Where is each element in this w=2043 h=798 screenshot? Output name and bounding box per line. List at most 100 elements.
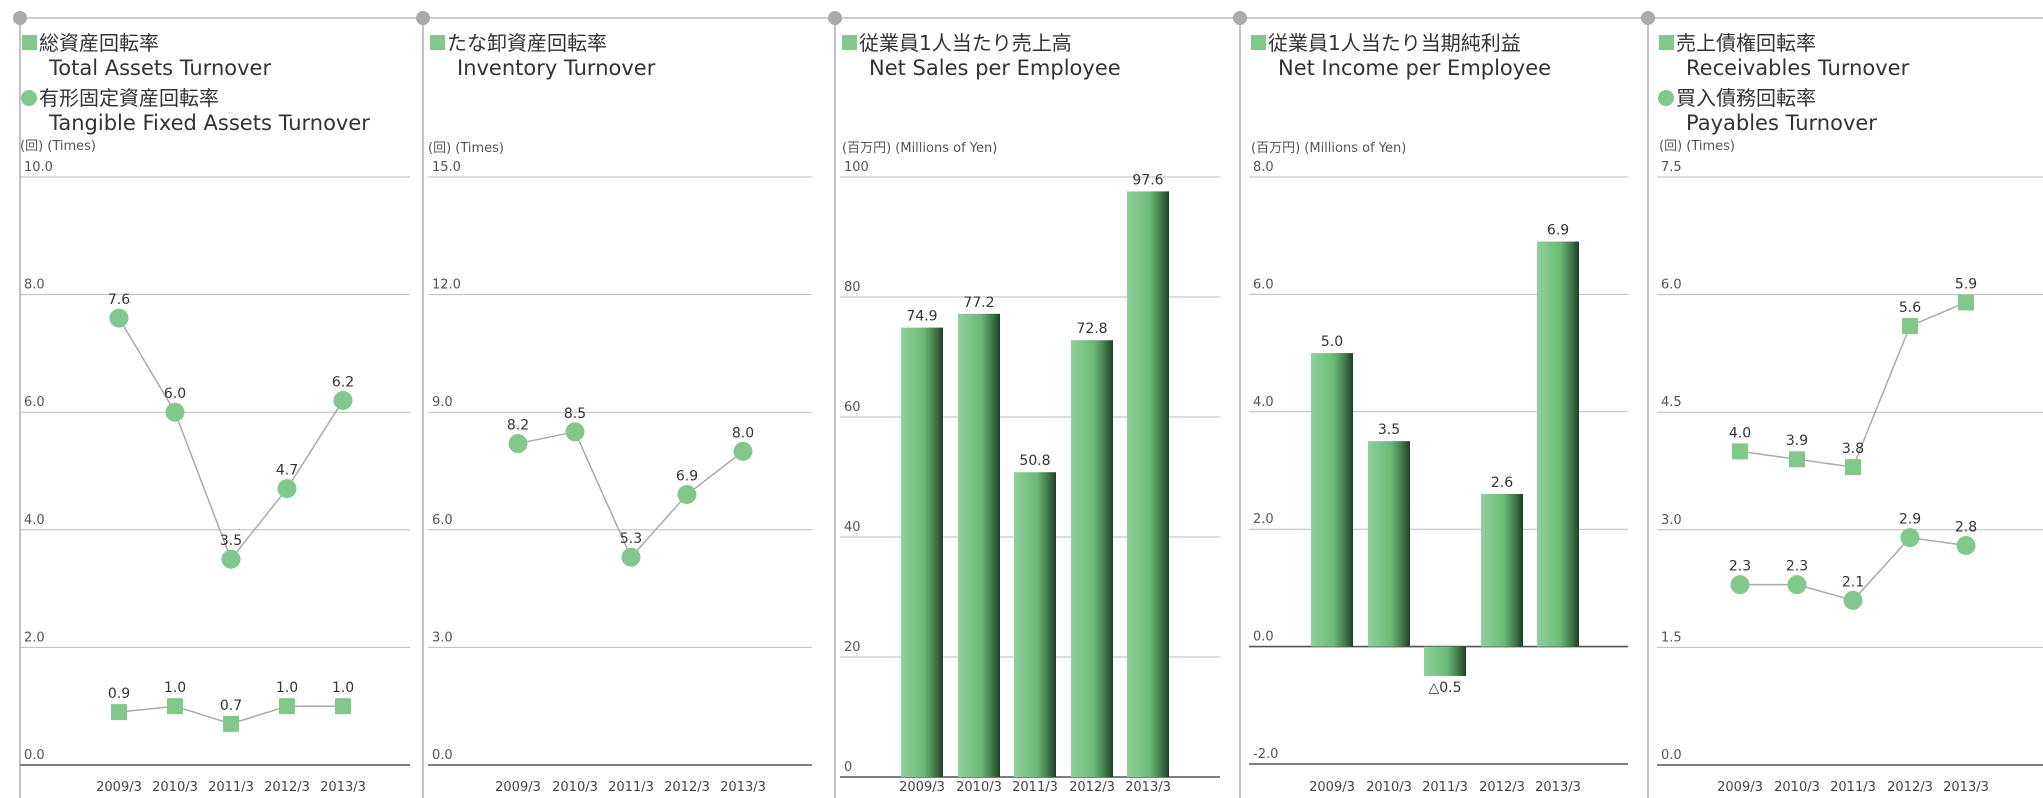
x-tick-label: 2011/3 [208,780,254,795]
y-tick-label: 6.0 [1253,277,1274,292]
square-point [1958,294,1974,311]
data-label: 5.0 [1321,334,1343,350]
data-label: 4.7 [276,463,298,479]
chart-title-jp: 従業員1人当たり当期純利益 [1268,31,1521,55]
x-tick-label: 2013/3 [320,780,366,795]
y-tick-label: 0.0 [1253,630,1274,645]
data-label: 8.2 [507,418,529,434]
square-point [167,698,183,715]
bar [1127,191,1169,777]
data-label: 3.5 [220,533,242,549]
y-tick-label: 7.5 [1661,160,1682,175]
y-tick-label: 4.5 [1661,395,1682,410]
legend-square-marker [22,35,37,50]
legend-square-marker [1659,35,1674,50]
square-point [1789,451,1805,468]
chart-title-en: Total Assets Turnover [48,56,271,80]
y-tick-label: 2.0 [1253,512,1274,527]
data-label: 8.0 [732,425,754,441]
chart-title-jp: 買入債務回転率 [1676,86,1816,110]
circle-point [165,402,185,422]
y-tick-label: 40 [844,520,861,535]
panel-marker-dot [828,11,842,25]
y-tick-label: 80 [844,280,861,295]
x-tick-label: 2013/3 [1125,780,1171,795]
data-label: △0.5 [1428,680,1461,696]
square-point [1845,459,1861,476]
data-label: 0.7 [220,698,242,714]
chart-title-en: Net Sales per Employee [869,56,1121,80]
x-tick-label: 2010/3 [552,780,598,795]
circle-point [221,549,241,569]
bar [1481,493,1523,647]
circle-point [508,434,528,454]
circle-point [733,441,753,461]
data-label: 8.5 [564,406,586,422]
data-label: 1.0 [332,680,354,696]
x-tick-label: 2009/3 [899,780,945,795]
data-label: 5.6 [1899,300,1921,316]
x-tick-label: 2009/3 [1717,780,1763,795]
x-tick-label: 2010/3 [956,780,1002,795]
legend-circle-marker [1658,90,1674,106]
data-label: 2.8 [1955,519,1977,535]
data-label: 7.6 [108,292,130,308]
series-line [118,317,344,561]
square-point [335,698,351,715]
x-tick-label: 2013/3 [720,780,766,795]
y-tick-label: 60 [844,400,861,415]
panel-marker-dot [13,11,27,25]
legend-square-marker [842,35,857,50]
chart-title-jp: 従業員1人当たり売上高 [859,31,1072,55]
square-point [279,698,295,715]
data-label: 1.0 [276,680,298,696]
y-tick-label: 0.0 [24,748,45,763]
square-point [1902,317,1918,334]
square-point [111,704,127,721]
bar [1537,241,1579,647]
y-tick-label: 100 [844,160,869,175]
bar [1311,353,1353,647]
x-tick-label: 2010/3 [152,780,198,795]
bar [1014,472,1056,777]
chart-title-jp: 総資産回転率 [39,31,159,55]
x-tick-label: 2011/3 [608,780,654,795]
data-label: 3.9 [1786,433,1808,449]
panel-marker-dot [416,11,430,25]
x-tick-label: 2012/3 [264,780,310,795]
x-tick-label: 2013/3 [1535,780,1581,795]
data-label: 4.0 [1729,425,1751,441]
data-label: 6.9 [1547,223,1569,239]
y-tick-label: 8.0 [24,278,45,293]
circle-point [565,422,585,442]
data-label: 2.3 [1786,559,1808,575]
data-label: 3.8 [1842,441,1864,457]
data-label: 0.9 [108,686,130,702]
bar [1424,646,1466,676]
chart-title-jp: たな卸資産回転率 [447,31,607,55]
data-label: 6.2 [332,374,354,390]
data-label: 2.6 [1491,475,1513,491]
bar [1071,340,1113,777]
y-tick-label: 0 [844,760,852,775]
chart-title-en: Tangible Fixed Assets Turnover [48,111,370,135]
chart-title-en: Payables Turnover [1686,111,1877,135]
x-tick-label: 2011/3 [1830,780,1876,795]
x-tick-label: 2013/3 [1943,780,1989,795]
unit-label: (百万円) (Millions of Yen) [842,141,997,156]
panel-marker-dot [1641,11,1655,25]
x-tick-label: 2012/3 [1069,780,1115,795]
y-tick-label: 15.0 [432,160,461,175]
panel-marker-dot [1233,11,1247,25]
y-tick-label: 4.0 [24,513,45,528]
circle-point [109,308,129,328]
circle-point [677,485,697,505]
circle-point [1730,575,1750,595]
y-tick-label: 3.0 [1661,513,1682,528]
data-label: 5.3 [620,531,642,547]
x-tick-label: 2010/3 [1774,780,1820,795]
